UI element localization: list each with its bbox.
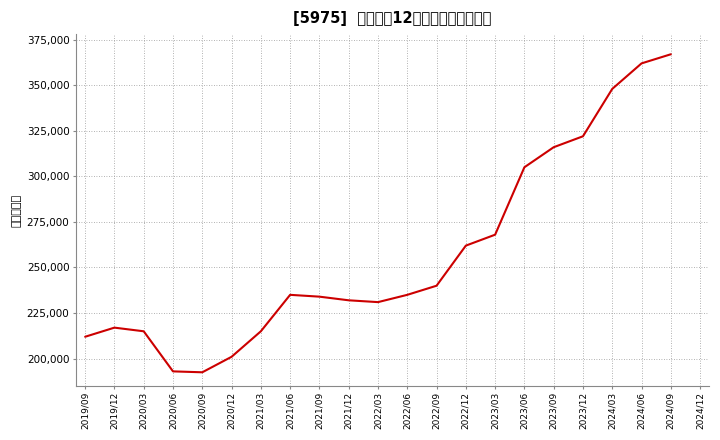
Y-axis label: （百万円）: （百万円）: [11, 194, 21, 227]
Title: [5975]  売上高の12か月移動合計の推移: [5975] 売上高の12か月移動合計の推移: [294, 11, 492, 26]
